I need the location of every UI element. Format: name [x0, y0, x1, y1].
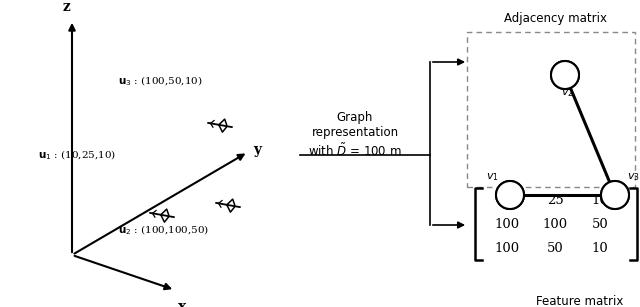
Text: 50: 50 — [591, 217, 609, 231]
Text: 10: 10 — [591, 193, 609, 207]
Text: 10: 10 — [499, 193, 515, 207]
Text: $\mathbf{u}_3$ : (100,50,10): $\mathbf{u}_3$ : (100,50,10) — [118, 75, 203, 88]
Text: Graph
representation
with $\tilde{D}$ = 100 m: Graph representation with $\tilde{D}$ = … — [308, 111, 402, 158]
Text: $v_2$: $v_2$ — [561, 87, 573, 99]
Text: 10: 10 — [591, 242, 609, 255]
Circle shape — [601, 181, 629, 209]
Text: $v_1$: $v_1$ — [486, 171, 499, 183]
Text: y: y — [253, 143, 261, 157]
Text: $\mathbf{u}_2$ : (100,100,50): $\mathbf{u}_2$ : (100,100,50) — [118, 223, 210, 237]
Text: Feature matrix: Feature matrix — [536, 295, 624, 307]
Bar — [467, 32, 635, 187]
Circle shape — [551, 61, 579, 89]
Text: 100: 100 — [495, 242, 520, 255]
Circle shape — [496, 181, 524, 209]
Text: 50: 50 — [547, 242, 563, 255]
Text: z: z — [62, 0, 70, 14]
Text: $\mathbf{u}_1$ : (10,25,10): $\mathbf{u}_1$ : (10,25,10) — [38, 148, 116, 162]
Circle shape — [551, 61, 579, 89]
Circle shape — [496, 181, 524, 209]
Text: 100: 100 — [495, 217, 520, 231]
Text: x: x — [178, 300, 186, 307]
Circle shape — [601, 181, 629, 209]
Text: 100: 100 — [543, 217, 568, 231]
Text: 25: 25 — [547, 193, 563, 207]
Text: $v_3$: $v_3$ — [627, 171, 639, 183]
Text: Adjacency matrix: Adjacency matrix — [504, 12, 607, 25]
